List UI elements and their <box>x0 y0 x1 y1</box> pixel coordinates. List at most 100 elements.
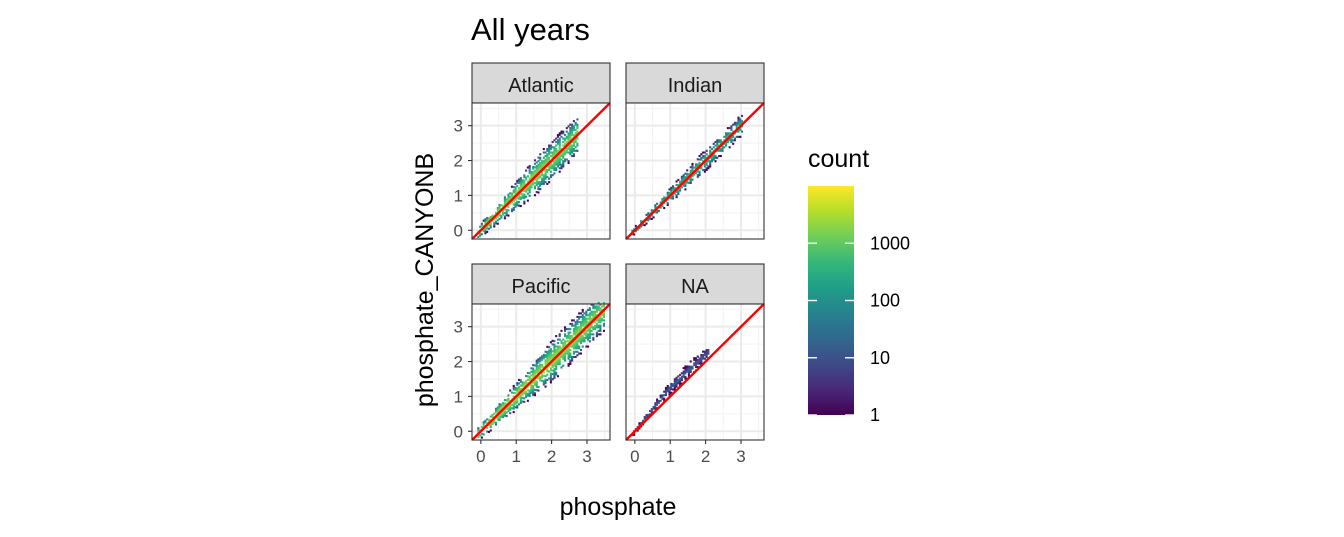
heatmap-bin <box>569 322 572 325</box>
heatmap-bin <box>654 405 657 408</box>
heatmap-bin <box>539 365 542 368</box>
heatmap-bin <box>562 161 565 165</box>
heatmap-bin <box>544 361 547 364</box>
heatmap-bin <box>544 151 547 154</box>
heatmap-bin <box>556 154 559 158</box>
heatmap-bin <box>670 384 673 387</box>
heatmap-bin <box>507 404 510 407</box>
heatmap-bin <box>493 225 496 228</box>
heatmap-bin <box>535 180 538 183</box>
y-tick-label: 0 <box>454 221 463 240</box>
heatmap-bin <box>571 336 574 339</box>
heatmap-bin <box>556 165 559 168</box>
heatmap-bin <box>526 389 529 392</box>
legend-tick-label: 10 <box>870 348 890 368</box>
heatmap-bin <box>549 167 552 170</box>
heatmap-bin <box>502 213 505 216</box>
heatmap-bin <box>493 412 496 415</box>
heatmap-bin <box>677 378 680 381</box>
heatmap-bin <box>519 192 522 195</box>
heatmap-bin <box>493 421 496 424</box>
heatmap-bin <box>730 132 733 135</box>
heatmap-bin <box>583 336 586 339</box>
heatmap-bin <box>518 195 521 198</box>
heatmap-bin <box>675 378 678 381</box>
heatmap-bin <box>553 153 556 156</box>
heatmap-bin <box>507 394 510 397</box>
heatmap-bin <box>725 144 728 147</box>
heatmap-bin <box>592 326 595 329</box>
heatmap-bin <box>695 166 698 169</box>
heatmap-bin <box>696 366 699 369</box>
heatmap-bin <box>519 205 522 208</box>
heatmap-bin <box>672 384 675 388</box>
heatmap-bin <box>555 151 558 154</box>
heatmap-bin <box>684 188 687 191</box>
heatmap-bin <box>587 336 590 339</box>
heatmap-bin <box>528 391 531 394</box>
heatmap-bin <box>725 141 728 144</box>
heatmap-bin <box>673 187 676 190</box>
heatmap-bin <box>702 151 705 154</box>
heatmap-bin <box>705 168 708 171</box>
heatmap-bin <box>512 203 515 206</box>
heatmap-bin <box>595 310 598 313</box>
heatmap-bin <box>564 329 567 332</box>
heatmap-bin <box>567 355 570 359</box>
heatmap-bin <box>558 158 561 161</box>
heatmap-bin <box>686 172 689 175</box>
heatmap-bin <box>569 328 572 331</box>
heatmap-bin <box>544 168 547 171</box>
heatmap-bin <box>567 141 570 144</box>
heatmap-bin <box>512 405 515 408</box>
heatmap-bin <box>700 153 703 156</box>
heatmap-bin <box>516 397 519 400</box>
heatmap-bin <box>677 191 680 194</box>
heatmap-bin <box>585 324 588 327</box>
heatmap-bin <box>664 390 667 393</box>
heatmap-bin <box>519 180 522 183</box>
heatmap-bin <box>587 321 590 324</box>
heatmap-bin <box>585 335 588 338</box>
heatmap-bin <box>558 146 561 149</box>
heatmap-bin <box>498 415 501 418</box>
heatmap-bin <box>526 189 529 192</box>
heatmap-bin <box>502 414 505 417</box>
heatmap-bin <box>541 365 544 368</box>
heatmap-bin <box>551 362 554 365</box>
heatmap-bin <box>649 217 652 220</box>
heatmap-bin <box>551 156 554 159</box>
heatmap-bin <box>533 381 536 384</box>
heatmap-bin <box>679 380 682 383</box>
heatmap-bin <box>546 175 549 178</box>
heatmap-bin <box>512 191 515 194</box>
heatmap-bin <box>549 367 552 370</box>
heatmap-bin <box>567 352 570 355</box>
heatmap-bin <box>502 211 505 214</box>
heatmap-bin <box>519 396 522 399</box>
heatmap-bin <box>691 367 694 370</box>
facet-strip <box>471 62 611 104</box>
heatmap-bin <box>687 367 690 370</box>
heatmap-bin <box>590 329 593 332</box>
heatmap-bin <box>548 349 551 352</box>
heatmap-bin <box>553 347 556 350</box>
heatmap-bin <box>558 149 561 152</box>
heatmap-bin <box>581 308 584 311</box>
heatmap-bin <box>556 139 559 142</box>
heatmap-bin <box>533 169 536 172</box>
heatmap-bin <box>484 228 487 231</box>
heatmap-bin <box>558 359 561 362</box>
heatmap-bin <box>558 144 561 147</box>
heatmap-bin <box>569 336 572 339</box>
heatmap-bin <box>482 230 485 233</box>
heatmap-bin <box>576 149 579 152</box>
heatmap-bin <box>656 209 659 212</box>
heatmap-bin <box>495 423 498 426</box>
heatmap-bin <box>702 355 705 358</box>
heatmap-bin <box>489 425 492 429</box>
heatmap-bin <box>544 382 547 385</box>
heatmap-bin <box>537 191 540 194</box>
heatmap-bin <box>546 378 549 382</box>
heatmap-bin <box>482 421 485 424</box>
